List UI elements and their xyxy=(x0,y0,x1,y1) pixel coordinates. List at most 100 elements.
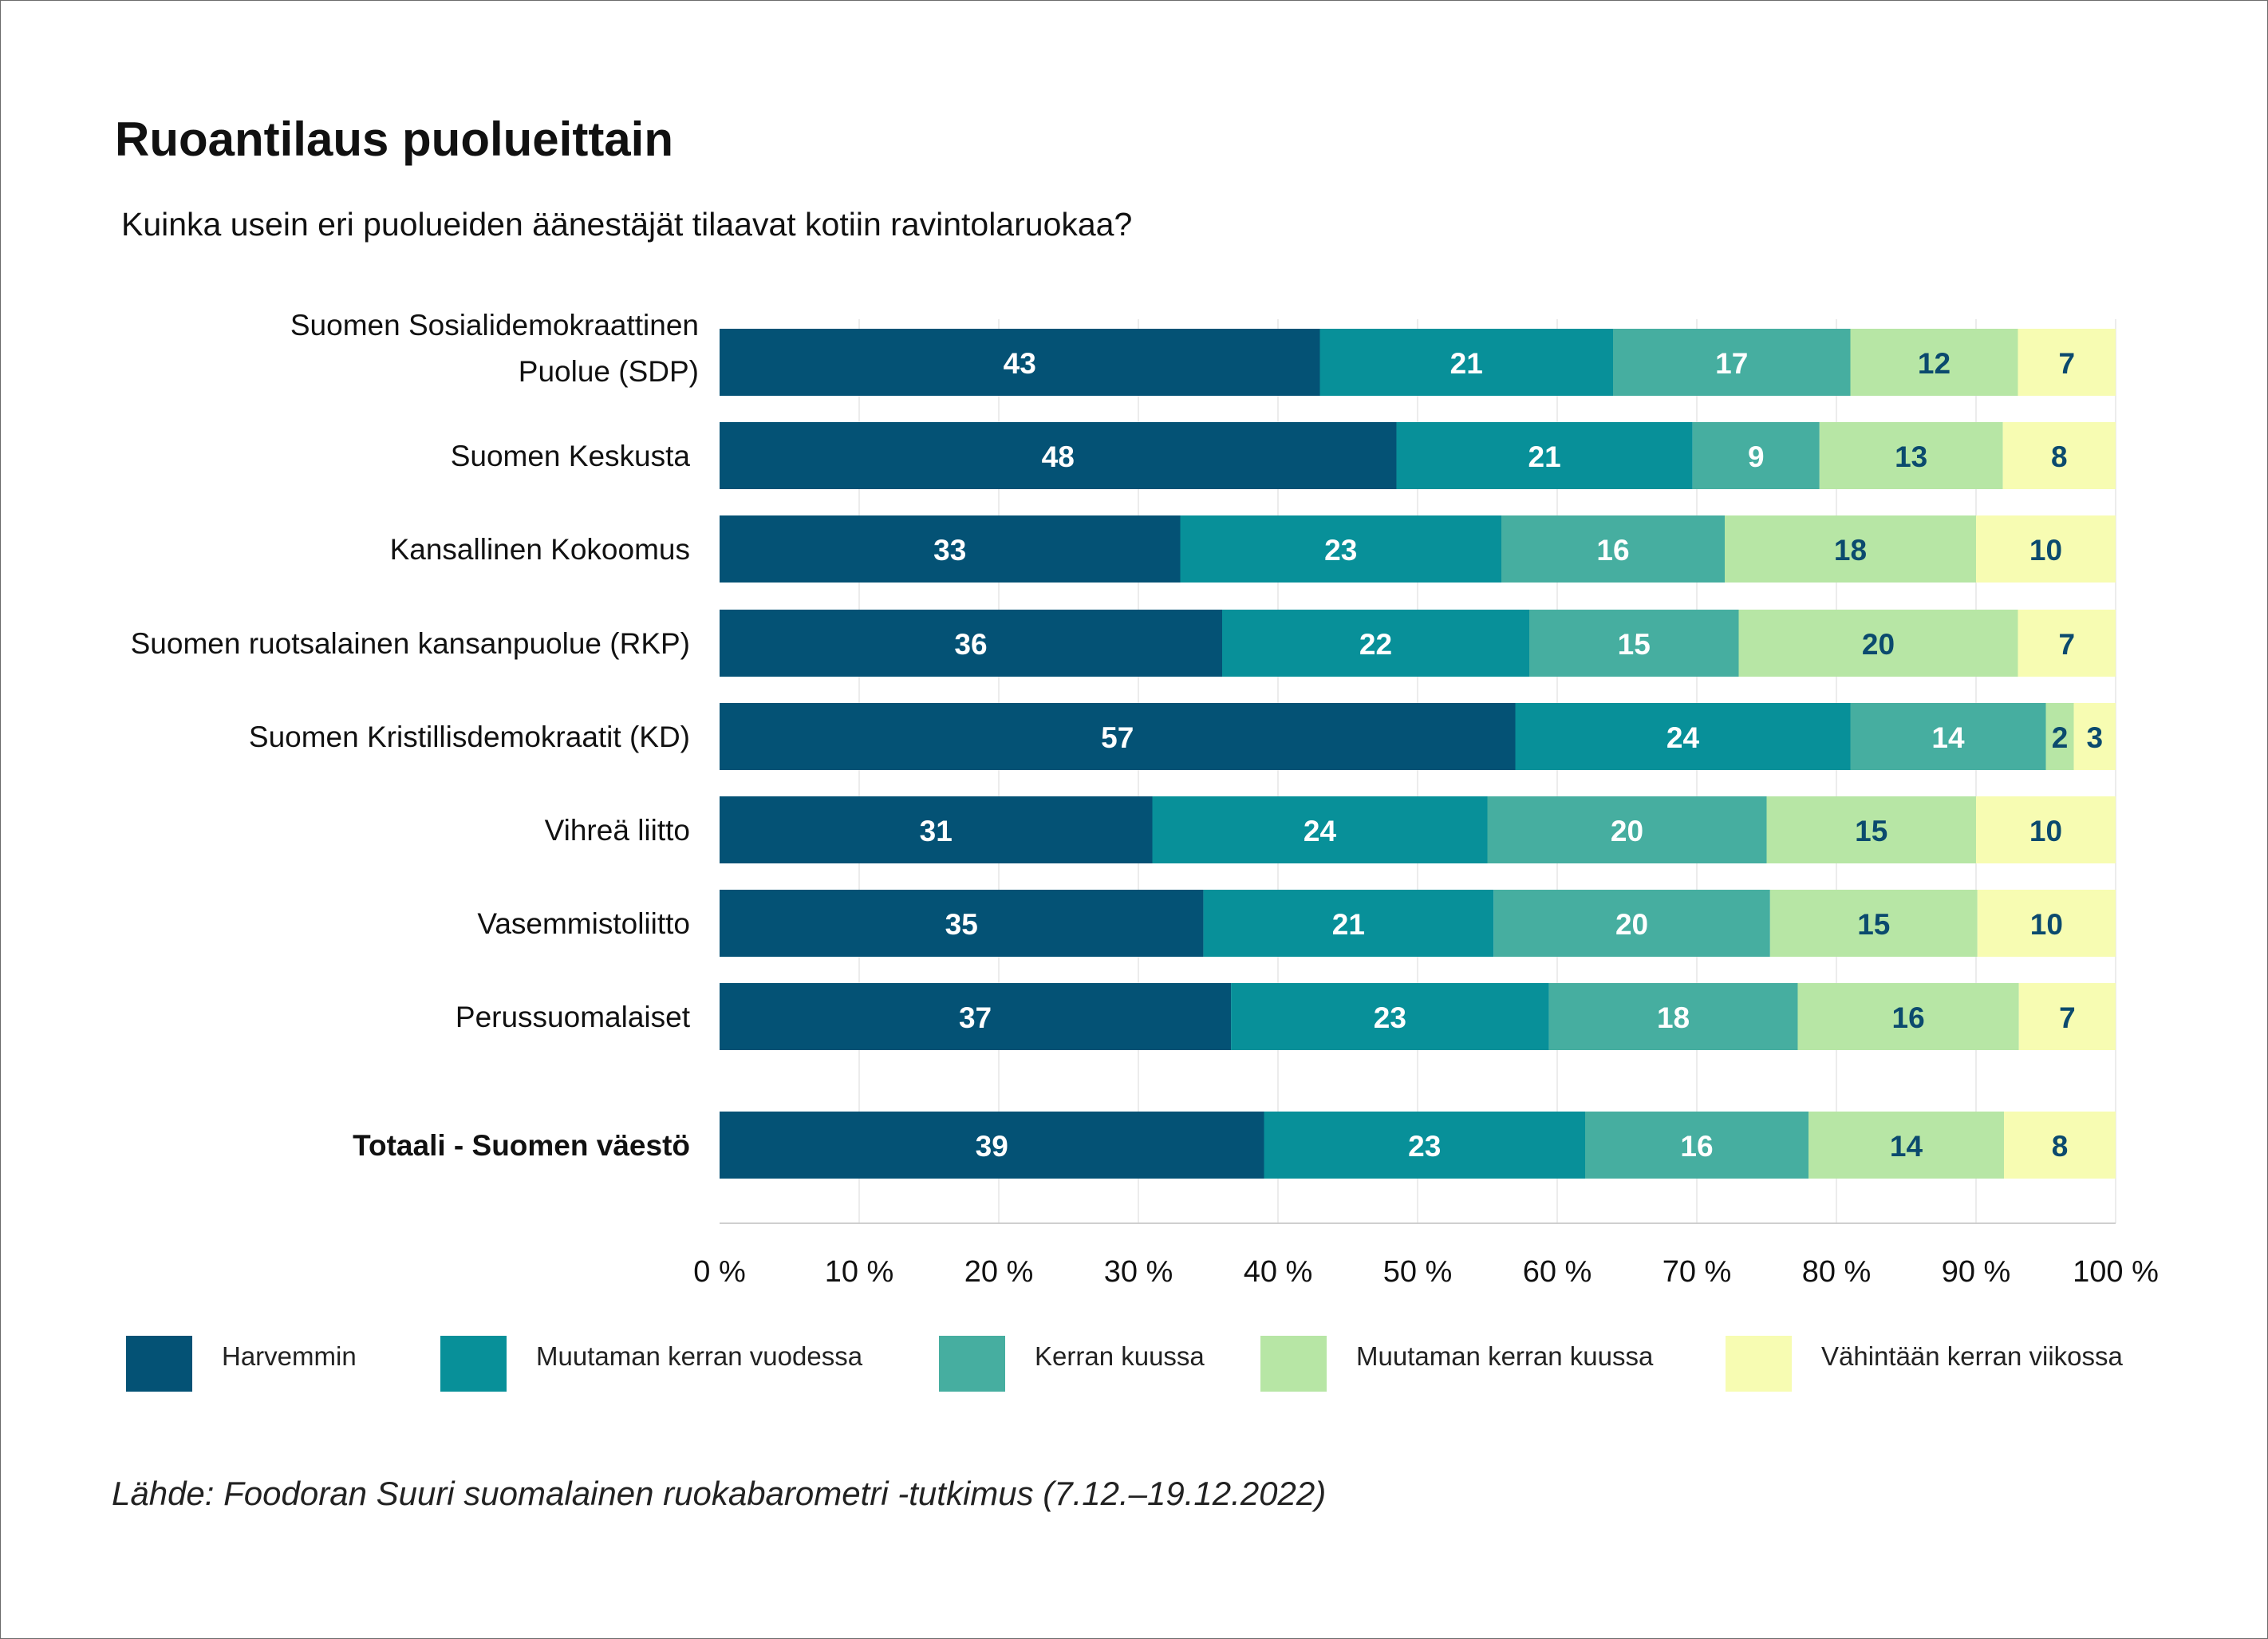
legend-label: Muutaman kerran kuussa xyxy=(1356,1341,1654,1371)
bar-segment xyxy=(1493,890,1770,957)
bar-segment xyxy=(1766,796,1976,863)
bar-segment xyxy=(1529,610,1739,677)
data-label: 24 xyxy=(1666,721,1700,754)
legend-swatch xyxy=(939,1336,1005,1392)
x-tick-label: 80 % xyxy=(1802,1255,1872,1289)
data-label: 36 xyxy=(954,628,987,661)
category-label: Suomen ruotsalainen kansanpuolue (RKP) xyxy=(131,627,690,660)
data-label: 15 xyxy=(1857,908,1890,941)
data-label: 57 xyxy=(1101,721,1134,754)
bar-segment xyxy=(1501,515,1725,583)
legend-swatch xyxy=(440,1336,507,1392)
bar-segment xyxy=(720,422,1397,489)
legend-swatch xyxy=(126,1336,192,1392)
data-label: 31 xyxy=(920,815,953,847)
source-note: Lähde: Foodoran Suuri suomalainen ruokab… xyxy=(112,1475,1327,1512)
category-label: Perussuomalaiset xyxy=(456,1001,691,1033)
x-tick-label: 0 % xyxy=(693,1255,745,1289)
data-label: 20 xyxy=(1615,908,1648,941)
legend-label: Vähintään kerran viikossa xyxy=(1821,1341,2124,1371)
bar-segment xyxy=(1203,890,1494,957)
category-label: Suomen Kristillisdemokraatit (KD) xyxy=(249,721,690,753)
bar-segment xyxy=(1692,422,1820,489)
x-tick-label: 100 % xyxy=(2073,1255,2159,1289)
bar-segment xyxy=(1585,1112,1808,1179)
data-label: 10 xyxy=(2029,815,2062,847)
data-label: 10 xyxy=(2030,908,2063,941)
data-label: 16 xyxy=(1596,534,1629,567)
category-label: Puolue (SDP) xyxy=(519,355,699,388)
bar-segment xyxy=(1180,515,1501,583)
bar-segment xyxy=(1769,890,1978,957)
bar-segment xyxy=(1152,796,1488,863)
data-label: 24 xyxy=(1304,815,1337,847)
data-label: 20 xyxy=(1862,628,1895,661)
data-label: 12 xyxy=(1918,347,1950,380)
category-label: Kansallinen Kokoomus xyxy=(390,533,690,566)
bar-segment xyxy=(1976,515,2116,583)
x-tick-label: 70 % xyxy=(1663,1255,1732,1289)
data-label: 35 xyxy=(945,908,978,941)
data-label: 15 xyxy=(1618,628,1651,661)
data-label: 22 xyxy=(1359,628,1392,661)
bar-segment xyxy=(720,796,1153,863)
data-label: 13 xyxy=(1895,440,1927,473)
bar-segment xyxy=(2002,422,2116,489)
bar-segment xyxy=(1725,515,1976,583)
chart-title: Ruoantilaus puolueittain xyxy=(115,113,673,166)
bar-segment xyxy=(720,1112,1264,1179)
bar-segment xyxy=(1231,983,1549,1050)
x-tick-label: 20 % xyxy=(964,1255,1034,1289)
bar-segment xyxy=(1977,890,2116,957)
legend-label: Harvemmin xyxy=(222,1341,357,1371)
bar-segment xyxy=(720,890,1204,957)
data-label: 23 xyxy=(1408,1130,1441,1163)
data-label: 16 xyxy=(1892,1001,1925,1034)
bar-segment xyxy=(720,983,1232,1050)
bar-segment xyxy=(2018,983,2116,1050)
bar-segment xyxy=(1515,703,1851,770)
data-label: 23 xyxy=(1374,1001,1406,1034)
data-label: 2 xyxy=(2052,721,2069,754)
bar-segment xyxy=(720,329,1320,396)
data-label: 7 xyxy=(2058,628,2075,661)
data-label: 17 xyxy=(1715,347,1748,380)
category-label: Suomen Keskusta xyxy=(451,440,691,472)
data-label: 39 xyxy=(976,1130,1008,1163)
bar-segment xyxy=(1808,1112,2004,1179)
bar-segment xyxy=(720,515,1181,583)
bar-segment xyxy=(2004,1112,2116,1179)
data-label: 18 xyxy=(1834,534,1867,567)
bar-segment xyxy=(1850,329,2018,396)
x-tick-label: 30 % xyxy=(1104,1255,1173,1289)
data-label: 21 xyxy=(1332,908,1365,941)
x-tick-label: 90 % xyxy=(1942,1255,2011,1289)
data-label: 18 xyxy=(1657,1001,1690,1034)
bar-segment xyxy=(720,610,1222,677)
data-label: 7 xyxy=(2059,1001,2076,1034)
bar-segment xyxy=(1319,329,1613,396)
category-label: Totaali - Suomen väestö xyxy=(353,1129,690,1162)
data-label: 33 xyxy=(933,534,966,567)
bar-segment xyxy=(1797,983,2019,1050)
data-label: 8 xyxy=(2051,440,2068,473)
bar-segment xyxy=(2018,610,2116,677)
data-label: 21 xyxy=(1528,440,1561,473)
bar-segment xyxy=(2018,329,2116,396)
legend-swatch xyxy=(1260,1336,1327,1392)
x-tick-label: 40 % xyxy=(1244,1255,1313,1289)
data-label: 10 xyxy=(2029,534,2062,567)
data-label: 14 xyxy=(1890,1130,1923,1163)
bar-segment xyxy=(2045,703,2074,770)
bar-segment xyxy=(1264,1112,1585,1179)
bar-segment xyxy=(1222,610,1529,677)
data-label: 14 xyxy=(1931,721,1965,754)
bar-segment xyxy=(1487,796,1767,863)
data-label: 7 xyxy=(2058,347,2075,380)
legend-swatch xyxy=(1726,1336,1792,1392)
data-label: 9 xyxy=(1748,440,1765,473)
data-label: 48 xyxy=(1042,440,1075,473)
legend-label: Kerran kuussa xyxy=(1035,1341,1205,1371)
category-label: Suomen Sosialidemokraattinen xyxy=(290,309,699,342)
